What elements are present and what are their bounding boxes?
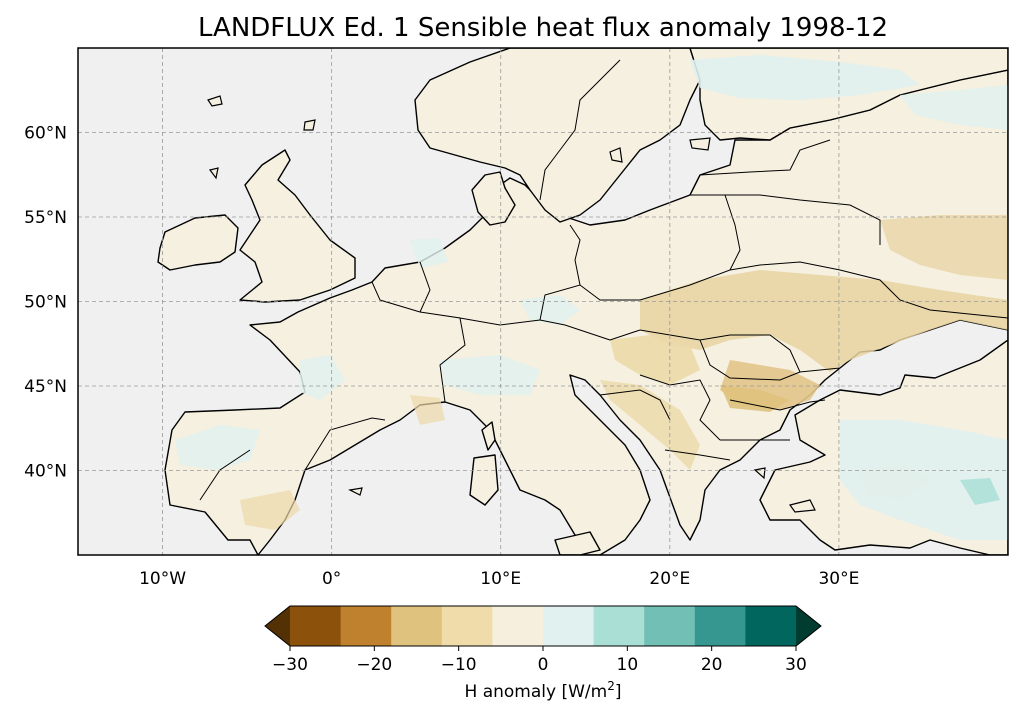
colorbar-tick-label: −10 — [441, 655, 477, 675]
corsica-land — [481, 421, 496, 451]
x-tick-labels: 10°W 0° 10°E 20°E 30°E — [139, 569, 859, 589]
y-tick-label: 55°N — [24, 208, 67, 228]
colorbar-tick-label: −20 — [356, 655, 392, 675]
y-tick-label: 40°N — [24, 462, 67, 482]
border-line — [729, 399, 826, 411]
colorbar-extend-max — [796, 606, 821, 646]
ireland-land — [157, 214, 239, 271]
border-line — [699, 339, 801, 381]
anomaly-patch — [410, 395, 445, 425]
border-line — [569, 224, 581, 286]
border-line — [729, 261, 1008, 319]
island-shape — [208, 167, 219, 180]
colorbar-bin — [644, 606, 696, 646]
anomaly-patch — [600, 380, 700, 470]
anomaly-patch — [720, 385, 790, 412]
border-line — [599, 389, 671, 421]
map-panel — [78, 48, 1008, 555]
colorbar-tick-label: 20 — [701, 655, 723, 675]
island-shape — [689, 137, 711, 151]
colorbar-bin — [340, 606, 392, 646]
colorbar-tick-label: 30 — [785, 655, 807, 675]
island-shape — [303, 119, 316, 131]
border-line — [304, 417, 386, 471]
denmark-land — [471, 171, 516, 226]
y-tick-label: 45°N — [24, 377, 67, 397]
anomaly-patch — [840, 420, 1008, 540]
colorbar-bin — [391, 606, 443, 646]
x-tick-label: 30°E — [818, 569, 859, 589]
colorbar-extend-min — [265, 606, 290, 646]
border-line — [664, 449, 731, 461]
border-line — [639, 374, 721, 441]
anomaly-patch — [410, 238, 448, 268]
chart-title: LANDFLUX Ed. 1 Sensible heat flux anomal… — [198, 13, 888, 43]
anomaly-patch — [900, 85, 1008, 130]
colorbar-tick-label: 0 — [538, 655, 549, 675]
y-tick-label: 50°N — [24, 293, 67, 313]
x-tick-label: 0° — [322, 569, 341, 589]
border-line — [699, 139, 831, 176]
gridlines — [78, 48, 1008, 555]
x-tick-label: 20°E — [649, 569, 690, 589]
colorbar-bin — [745, 606, 797, 646]
colorbar-bin — [694, 606, 746, 646]
island-shape — [207, 95, 223, 107]
colorbar-bin — [543, 606, 595, 646]
scandinavia-land — [414, 48, 701, 223]
anomaly-patch — [520, 295, 580, 325]
colorbar-bin — [492, 606, 544, 646]
border-line — [539, 59, 621, 201]
colorbar-tick-label: 10 — [617, 655, 639, 675]
anomaly-patch — [880, 215, 1008, 280]
anomaly-patches — [240, 215, 1008, 530]
anomaly-patch — [610, 335, 700, 385]
island-shape — [348, 487, 363, 496]
island-shape — [788, 499, 816, 513]
anomaly-patch — [960, 478, 1000, 505]
border-line — [609, 329, 841, 373]
map-frame — [77, 47, 1009, 556]
cool-anomaly-patches — [175, 55, 1008, 540]
great-britain-land — [239, 149, 356, 303]
colorbar-bin — [290, 606, 342, 646]
x-tick-label: 10°W — [139, 569, 186, 589]
land-masses — [157, 48, 1008, 555]
sicily-land — [554, 531, 601, 555]
colorbar: −30 −20 −10 0 10 20 30 — [264, 605, 822, 675]
anomaly-patch — [300, 355, 345, 400]
islands — [207, 95, 816, 513]
y-tick-label: 60°N — [24, 124, 67, 144]
y-tick-labels: 40°N 45°N 50°N 55°N 60°N — [24, 124, 67, 482]
border-line — [419, 261, 431, 313]
border-line — [199, 449, 251, 501]
sardinia-land — [469, 454, 499, 506]
anomaly-patch — [175, 425, 260, 470]
colorbar-tick-label: −30 — [272, 655, 308, 675]
colorbar-label: H anomaly [W/m2] — [465, 679, 622, 702]
continent-land — [164, 69, 1008, 555]
country-borders — [199, 59, 1008, 501]
anomaly-patch — [440, 355, 540, 395]
island-shape — [609, 147, 623, 163]
anomaly-patch — [690, 55, 920, 100]
x-tick-label: 10°E — [480, 569, 521, 589]
colorbar-bin — [593, 606, 645, 646]
anomaly-patch — [640, 270, 1008, 372]
border-line — [690, 194, 881, 245]
anomaly-patch — [240, 490, 300, 530]
colorbar-bin — [441, 606, 493, 646]
